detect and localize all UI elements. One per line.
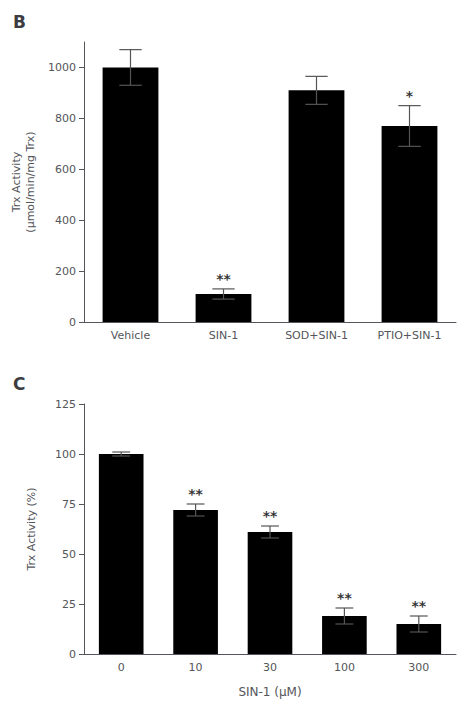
svg-text:Trx Activity: Trx Activity — [10, 151, 23, 213]
svg-text:0: 0 — [69, 316, 76, 329]
svg-text:**: ** — [216, 271, 231, 287]
svg-text:*: * — [406, 88, 414, 104]
svg-text:600: 600 — [55, 163, 76, 176]
svg-text:300: 300 — [408, 661, 429, 674]
svg-text:SIN-1 (μM): SIN-1 (μM) — [238, 685, 301, 699]
svg-text:**: ** — [263, 508, 278, 524]
svg-text:Trx Activity (%): Trx Activity (%) — [25, 487, 38, 571]
svg-text:400: 400 — [55, 214, 76, 227]
svg-text:B: B — [13, 12, 26, 32]
svg-text:0: 0 — [69, 648, 76, 661]
svg-text:50: 50 — [62, 548, 76, 561]
svg-text:0: 0 — [118, 661, 125, 674]
svg-text:100: 100 — [55, 448, 76, 461]
svg-text:100: 100 — [334, 661, 355, 674]
svg-text:10: 10 — [189, 661, 203, 674]
svg-text:25: 25 — [62, 598, 76, 611]
svg-text:SIN-1: SIN-1 — [209, 329, 238, 342]
svg-text:PTIO+SIN-1: PTIO+SIN-1 — [378, 329, 442, 342]
svg-text:(μmol/min/mg Trx): (μmol/min/mg Trx) — [24, 131, 37, 232]
svg-text:Vehicle: Vehicle — [111, 329, 151, 342]
svg-text:**: ** — [411, 598, 426, 614]
svg-text:1000: 1000 — [48, 61, 76, 74]
svg-text:800: 800 — [55, 112, 76, 125]
svg-text:75: 75 — [62, 498, 76, 511]
svg-text:125: 125 — [55, 398, 76, 411]
svg-text:SOD+SIN-1: SOD+SIN-1 — [285, 329, 348, 342]
svg-text:C: C — [13, 374, 25, 394]
svg-text:200: 200 — [55, 265, 76, 278]
svg-text:**: ** — [188, 486, 203, 502]
svg-text:30: 30 — [263, 661, 277, 674]
svg-text:**: ** — [337, 590, 352, 606]
